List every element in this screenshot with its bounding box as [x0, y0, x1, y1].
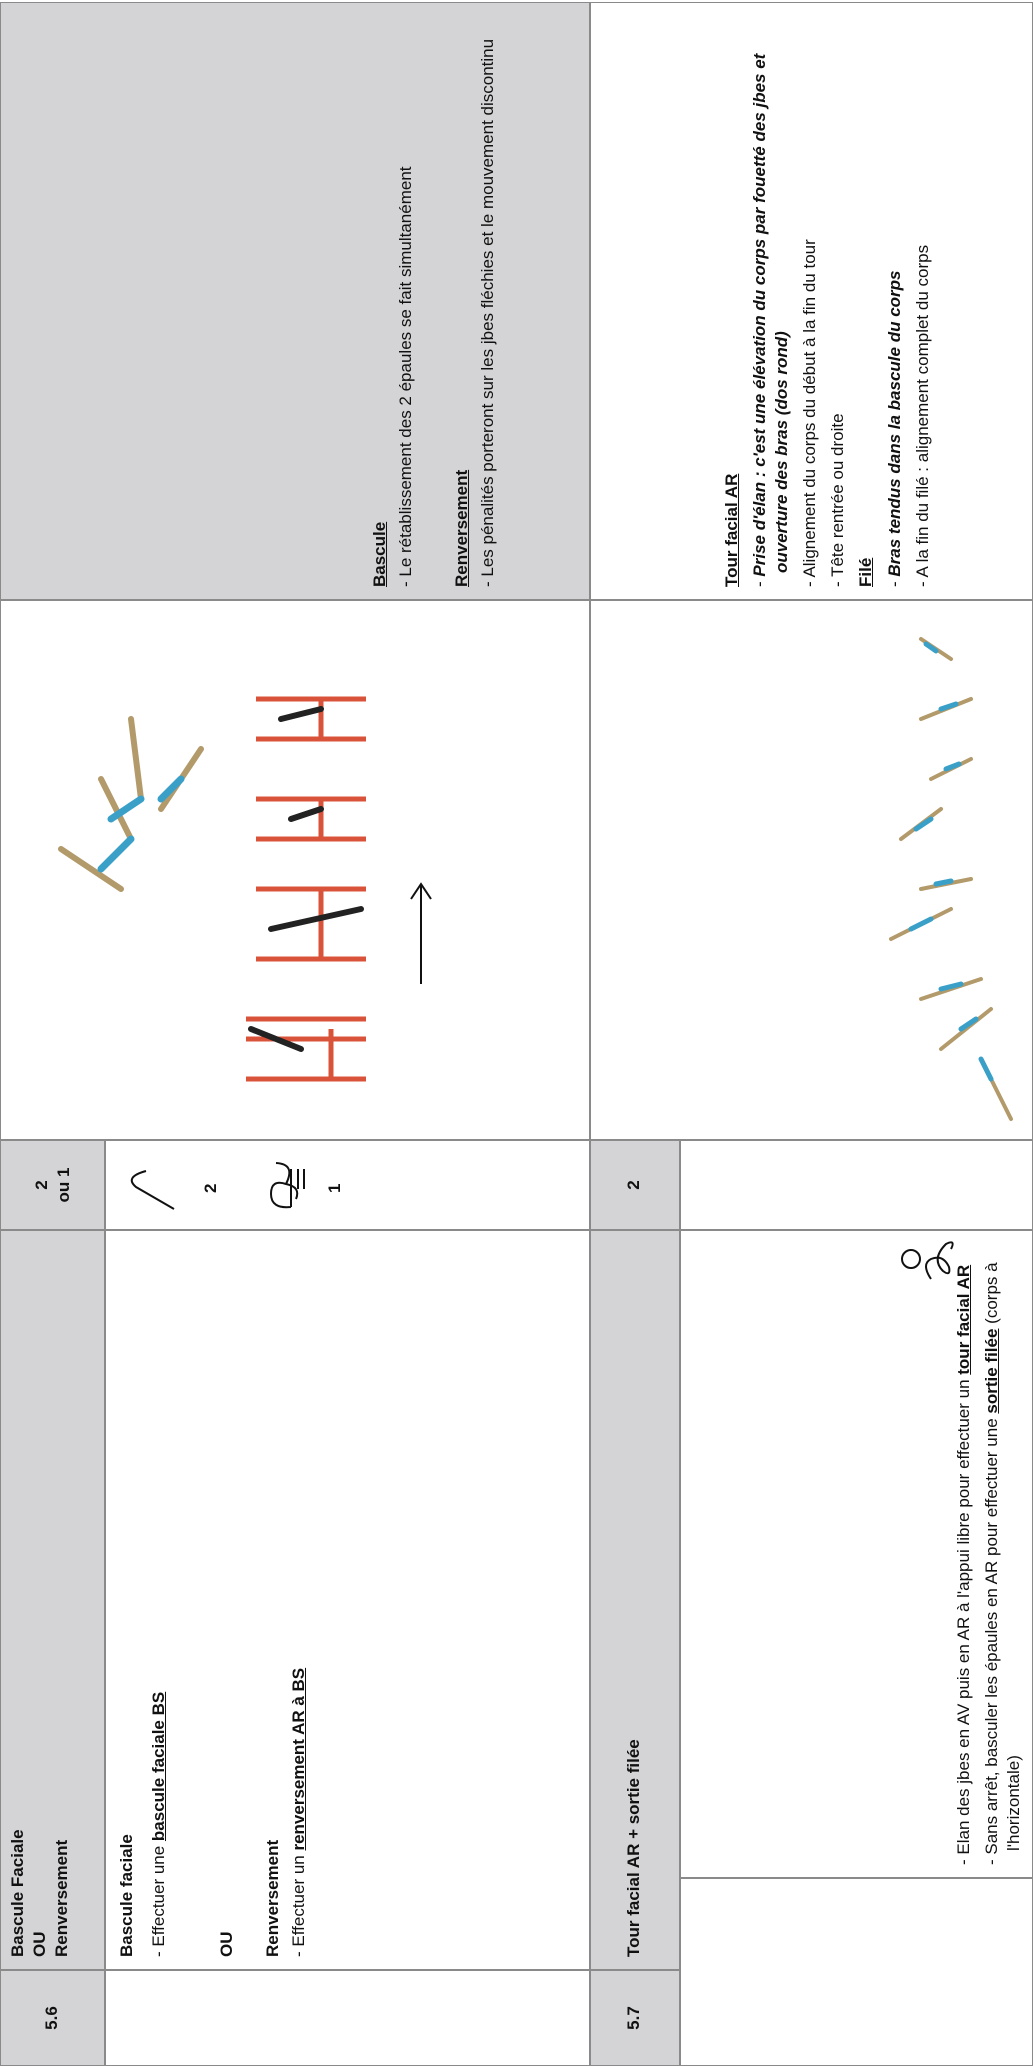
paragraph: - Effectuer un renversement AR à BS	[288, 1243, 310, 1957]
paragraph: - Prise d'élan : c'est une élévation du …	[749, 15, 793, 587]
paragraph: - Alignement du corps du début à la fin …	[800, 239, 820, 587]
text: -	[750, 576, 770, 587]
row-title: Bascule Faciale OU Renversement	[0, 1230, 105, 1970]
gymnast-drawing	[58, 696, 432, 1082]
emphasis: Prise d'élan : c'est une élévation du co…	[750, 53, 792, 577]
paragraph: - Elan des jbes en AV puis en AR à l'app…	[953, 1243, 975, 1865]
points-line: ou 1	[54, 1167, 74, 1203]
text: - Effectuer une	[149, 1841, 169, 1957]
paragraph: - Les pénalités porteront sur les jbes f…	[478, 38, 498, 587]
heading: Filé	[856, 557, 876, 587]
row-number: 5.6	[0, 1970, 105, 2066]
points-line: 2	[32, 1180, 51, 1190]
paragraph: - A la fin du filé : alignement complet …	[912, 244, 932, 587]
text: - Sans arrêt, basculer les épaules en AR…	[982, 1413, 1002, 1865]
row-title: Tour facial AR + sortie filée	[590, 1230, 680, 1970]
text: -	[884, 576, 904, 587]
heading: Bascule	[370, 521, 389, 587]
symbol	[130, 1170, 175, 1210]
symbol-cell: 2 1	[105, 1140, 590, 1230]
gymnast-drawing	[889, 637, 1013, 1121]
paragraph: - Tête rentrée ou droite	[828, 413, 848, 587]
title-line: OU	[30, 1931, 50, 1958]
link-text: renversement AR à BS	[289, 1667, 309, 1851]
link-text: sortie filée	[982, 1328, 1002, 1414]
paragraph: - Sans arrêt, basculer les épaules en AR…	[981, 1243, 1025, 1865]
heading: OU	[217, 1931, 237, 1958]
row-points: 2 ou 1	[0, 1140, 105, 1230]
illustration	[590, 600, 1033, 1140]
empty-cell	[105, 1970, 590, 2066]
symbol-points: 2	[201, 1183, 220, 1193]
symbol	[901, 1249, 921, 1269]
symbol	[269, 1162, 305, 1209]
criteria: Tour facial AR - Prise d'élan : c'est un…	[590, 2, 1033, 600]
paragraph: - Bras tendus dans la bascule du corps	[884, 15, 906, 587]
symbol-points: 1	[325, 1183, 344, 1193]
empty-cell	[680, 1878, 1033, 2066]
link-text: bascule faciale BS	[149, 1691, 169, 1842]
heading: Tour facial AR	[722, 473, 741, 587]
paragraph: - Le rétablissement des 2 épaules se fai…	[396, 166, 416, 587]
symbols	[130, 1162, 305, 1210]
paragraph: - Effectuer une bascule faciale BS	[148, 1243, 170, 1957]
heading: Bascule faciale	[117, 1834, 136, 1957]
emphasis: Bras tendus dans la bascule du corps	[884, 270, 904, 577]
title-line: Bascule Faciale	[8, 1829, 27, 1957]
symbols	[901, 1241, 954, 1280]
text: - Elan des jbes en AV puis en AR à l'app…	[954, 1374, 973, 1865]
row-points: 2	[590, 1140, 680, 1230]
symbol-cell	[680, 1140, 1033, 1280]
heading: Renversement	[452, 469, 472, 587]
symbol	[925, 1241, 954, 1280]
text: - Effectuer un	[289, 1850, 309, 1957]
title-line: Renversement	[52, 1839, 72, 1957]
heading: Renversement	[263, 1839, 283, 1957]
row-number: 5.7	[590, 1970, 680, 2066]
description: Bascule faciale - Effectuer une bascule …	[105, 1230, 590, 1970]
illustration	[0, 600, 590, 1140]
criteria: Bascule - Le rétablissement des 2 épaule…	[0, 2, 590, 600]
